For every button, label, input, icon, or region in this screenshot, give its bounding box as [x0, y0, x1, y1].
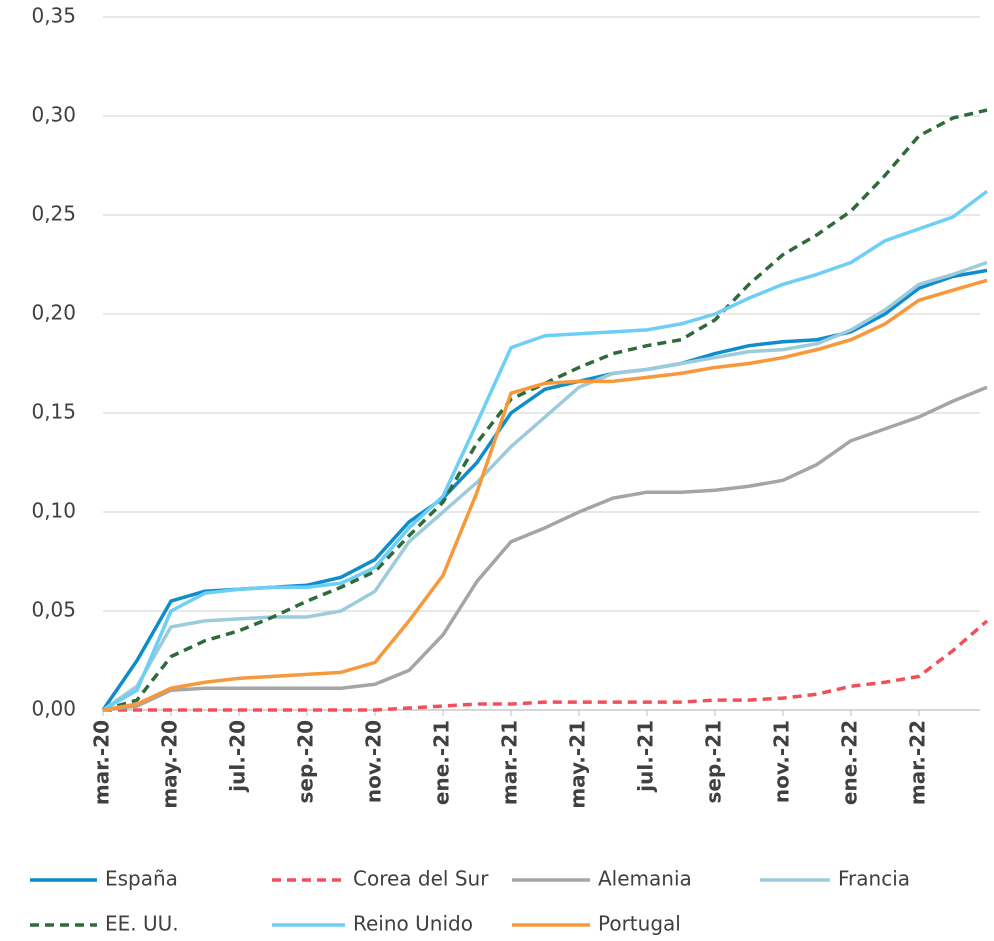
legend-label: Corea del Sur: [353, 867, 489, 891]
x-tick-label: sep.-21: [702, 720, 726, 804]
y-tick-label: 0,05: [31, 598, 76, 622]
legend-label: Reino Unido: [353, 912, 473, 936]
x-tick-label: mar.-20: [90, 720, 114, 805]
legend-label: EE. UU.: [105, 912, 179, 936]
y-tick-label: 0,20: [31, 301, 76, 325]
legend-label: Francia: [838, 867, 910, 891]
series-line: [101, 260, 988, 712]
legend-label: España: [105, 867, 178, 891]
legend-label: Portugal: [598, 912, 681, 936]
y-tick-label: 0,35: [31, 4, 76, 28]
x-tick-label: mar.-21: [498, 720, 522, 805]
x-tick-label: mar.-22: [906, 720, 930, 805]
y-tick-label: 0,30: [31, 103, 76, 127]
x-tick-label: may.-21: [566, 720, 590, 809]
series-line: [102, 278, 988, 712]
series-line: [102, 385, 988, 712]
series-line: [103, 619, 989, 712]
x-tick-label: jul.-21: [634, 720, 658, 793]
x-tick-label: sep.-20: [294, 720, 318, 804]
y-tick-label: 0,25: [31, 202, 76, 226]
x-tick-label: jul.-20: [226, 720, 250, 793]
legend-label: Alemania: [598, 867, 692, 891]
x-tick-label: nov.-21: [770, 720, 794, 803]
x-tick-label: may.-20: [158, 720, 182, 809]
y-tick-label: 0,00: [31, 697, 76, 721]
y-tick-label: 0,10: [31, 499, 76, 523]
y-tick-label: 0,15: [31, 400, 76, 424]
x-tick-label: ene.-22: [838, 720, 862, 805]
x-tick-label: nov.-20: [362, 720, 386, 803]
x-tick-label: ene.-21: [430, 720, 454, 805]
series-line: [102, 189, 989, 712]
